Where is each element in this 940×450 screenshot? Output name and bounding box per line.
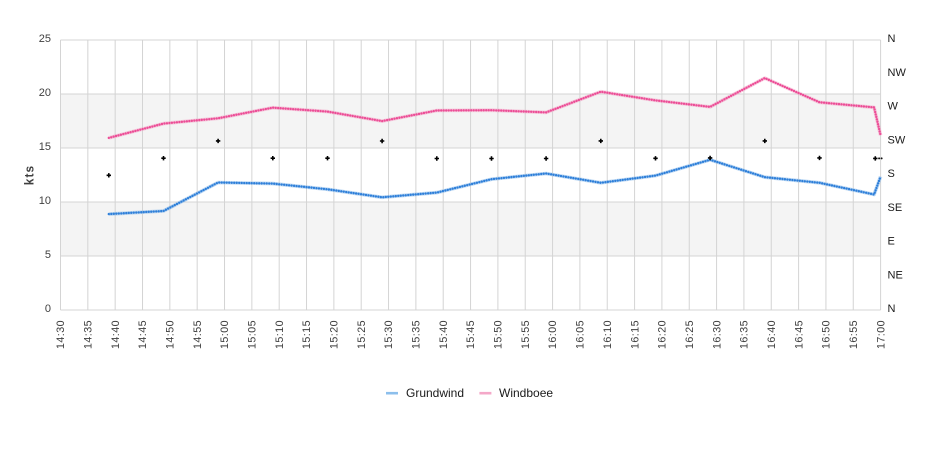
svg-text:14:30: 14:30 xyxy=(55,320,67,349)
svg-text:25: 25 xyxy=(39,33,51,45)
svg-text:17:00: 17:00 xyxy=(875,320,887,349)
svg-text:16:30: 16:30 xyxy=(711,320,723,349)
svg-text:15:15: 15:15 xyxy=(301,320,313,349)
svg-text:15:25: 15:25 xyxy=(356,320,368,349)
svg-text:SE: SE xyxy=(888,202,903,214)
svg-text:16:00: 16:00 xyxy=(547,320,559,349)
svg-text:W: W xyxy=(888,101,899,113)
svg-text:16:25: 16:25 xyxy=(684,320,696,349)
svg-text:N: N xyxy=(888,303,896,315)
svg-text:16:10: 16:10 xyxy=(602,320,614,349)
svg-text:14:50: 14:50 xyxy=(165,320,177,349)
svg-text:16:05: 16:05 xyxy=(575,320,587,349)
svg-text:16:20: 16:20 xyxy=(657,320,669,349)
svg-text:NW: NW xyxy=(888,67,907,79)
svg-text:N: N xyxy=(888,33,896,45)
svg-text:5: 5 xyxy=(45,249,51,261)
svg-text:16:35: 16:35 xyxy=(739,320,751,349)
svg-text:0: 0 xyxy=(45,303,51,315)
svg-text:Windboee: Windboee xyxy=(499,386,553,400)
svg-text:14:55: 14:55 xyxy=(192,320,204,349)
svg-text:14:45: 14:45 xyxy=(137,320,149,349)
svg-text:16:15: 16:15 xyxy=(629,320,641,349)
svg-text:15:55: 15:55 xyxy=(520,320,532,349)
svg-text:16:40: 16:40 xyxy=(766,320,778,349)
svg-text:15:45: 15:45 xyxy=(465,320,477,349)
svg-text:16:55: 16:55 xyxy=(848,320,860,349)
svg-text:16:50: 16:50 xyxy=(821,320,833,349)
svg-text:15:00: 15:00 xyxy=(219,320,231,349)
svg-text:S: S xyxy=(888,168,895,180)
svg-text:Grundwind: Grundwind xyxy=(406,386,464,400)
svg-text:20: 20 xyxy=(39,87,51,99)
svg-text:16:45: 16:45 xyxy=(793,320,805,349)
svg-text:15:05: 15:05 xyxy=(247,320,259,349)
svg-text:10: 10 xyxy=(39,195,51,207)
svg-text:15:20: 15:20 xyxy=(329,320,341,349)
svg-text:15:40: 15:40 xyxy=(438,320,450,349)
svg-text:SW: SW xyxy=(888,134,906,146)
svg-text:kts: kts xyxy=(22,165,37,186)
svg-text:15:50: 15:50 xyxy=(493,320,505,349)
svg-text:15: 15 xyxy=(39,141,51,153)
svg-text:E: E xyxy=(888,236,895,248)
svg-text:15:35: 15:35 xyxy=(411,320,423,349)
svg-text:14:35: 14:35 xyxy=(83,320,95,349)
svg-text:15:10: 15:10 xyxy=(274,320,286,349)
svg-text:NE: NE xyxy=(888,269,903,281)
svg-text:15:30: 15:30 xyxy=(383,320,395,349)
svg-text:14:40: 14:40 xyxy=(110,320,122,349)
